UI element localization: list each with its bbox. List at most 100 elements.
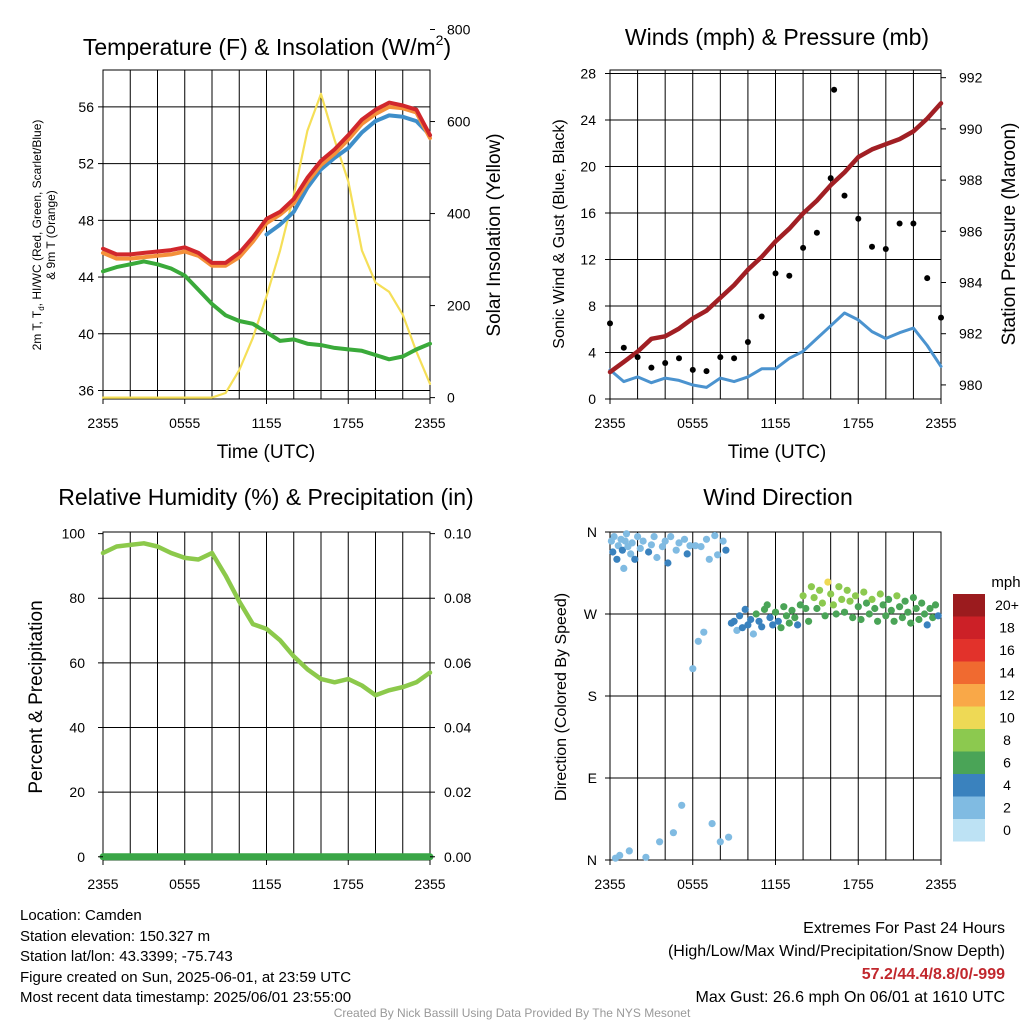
wdir-x-tick-label: 0555: [677, 876, 708, 892]
legend-label: 4: [1003, 777, 1011, 793]
temp-y2-tick-label: 800: [447, 22, 471, 38]
wind-direction-point: [653, 553, 661, 562]
wind-y-tick-label: 28: [580, 65, 596, 81]
gust-point: [676, 355, 682, 362]
wind-direction-point: [926, 604, 934, 613]
rh-y2-tick-label: 0.08: [444, 590, 471, 606]
wind-direction-point: [785, 619, 793, 627]
temp-x-tick-label: 2355: [87, 415, 118, 431]
wind-title: Winds (mph) & Pressure (mb): [625, 24, 929, 50]
wind-direction-point: [865, 610, 873, 618]
temp-x-tick-label: 1755: [333, 415, 364, 431]
wdir-legend: 20+ 18 16 14 12 10 8 6 4 2 0: [953, 594, 1019, 842]
wdir-x-tick-label: 2355: [594, 876, 625, 892]
wdir-legend-title: mph: [991, 574, 1020, 591]
gust-point: [607, 320, 613, 327]
wind-direction-point: [835, 583, 843, 591]
wdir-ticks: N E S W N 2355 0555 1155 1755 2355: [584, 524, 957, 892]
gust-point: [910, 220, 917, 227]
wind-direction-point: [686, 542, 694, 550]
wind-y2-tick-label: 982: [959, 326, 983, 342]
temperature-line: [101, 100, 432, 265]
rh-panel: Relative Humidity (%) & Precipitation (i…: [26, 484, 474, 892]
gust-point: [744, 339, 751, 345]
wind-direction-point: [636, 544, 644, 553]
wind-direction-point: [705, 555, 713, 563]
wind-direction-point: [920, 610, 929, 618]
wind-direction-point: [647, 541, 656, 549]
rh-y2-tick-label: 0.00: [444, 849, 471, 865]
legend-swatch: [953, 819, 985, 842]
wind-direction-point: [846, 597, 854, 605]
temp-y-tick-label: 44: [78, 269, 94, 285]
wind-direction-point: [771, 608, 780, 616]
created-text: Figure created on Sun, 2025-06-01, at 23…: [20, 968, 352, 986]
rh-y-axis-label: Percent & Precipitation: [26, 600, 47, 793]
wdir-x-tick-label: 1155: [760, 876, 790, 892]
wind-y-tick-label: 12: [580, 251, 596, 267]
wind-direction-point: [794, 621, 802, 629]
gust-point: [717, 354, 724, 361]
wind-direction-point: [876, 590, 884, 598]
wind-direction-point: [627, 550, 635, 558]
wind-direction-point: [618, 546, 627, 554]
wind-direction-point: [714, 551, 722, 559]
wind-series: [607, 86, 944, 389]
rh-x-tick-label: 2355: [87, 876, 118, 892]
wind-direction-point: [639, 537, 647, 545]
wind-direction-point: [810, 594, 818, 602]
legend-label: 2: [1003, 800, 1011, 816]
gust-point: [938, 314, 944, 321]
temp-y2-tick-label: 600: [447, 114, 471, 130]
gust-point: [924, 275, 931, 282]
wind-direction-point: [747, 615, 755, 624]
max-gust-point: [831, 86, 838, 93]
wind-direction-point: [716, 838, 724, 846]
legend-swatch: [953, 751, 985, 774]
wdir-y-tick-label: E: [588, 770, 597, 786]
legend-label: 14: [999, 665, 1015, 681]
legend-label: 10: [999, 710, 1015, 726]
wind-direction-point: [621, 537, 629, 545]
rh-y-tick-label: 60: [69, 655, 85, 671]
legend-swatch: [953, 661, 985, 684]
wind-direction-point: [854, 603, 862, 611]
wind-direction-point: [625, 847, 633, 855]
wdir-panel: Wind Direction N E S W N 2355 0555 1155 1755 2355…: [553, 484, 1021, 892]
wind-direction-point: [874, 617, 882, 625]
wind-direction-point: [620, 564, 628, 573]
legend-swatch: [953, 639, 985, 662]
temp-y-tick-label: 40: [78, 326, 94, 342]
wind-direction-point: [885, 595, 893, 604]
wind-direction-point: [909, 594, 918, 602]
wind-direction-point: [744, 621, 752, 629]
gust-point: [703, 368, 710, 375]
wind-direction-point: [758, 623, 766, 631]
legend-label: 8: [1003, 732, 1011, 748]
wdir-y-tick-label: W: [584, 606, 598, 622]
wind-direction-point: [807, 583, 816, 591]
wind-x-tick-label: 1155: [760, 415, 790, 431]
wind-grid: [610, 70, 941, 400]
wind-direction-point: [700, 628, 708, 636]
wind-direction-point: [769, 621, 777, 629]
wind-direction-point: [868, 595, 876, 604]
wind-direction-point: [849, 614, 857, 622]
temp-y-tick-label: 56: [78, 99, 94, 115]
wind-direction-point: [645, 548, 653, 556]
station-info: Location: Camden Station elevation: 150.…: [20, 906, 351, 1009]
wind-direction-point: [799, 592, 807, 600]
wind-direction-point: [691, 542, 700, 550]
wind-direction-point: [661, 537, 669, 545]
wind-y-tick-label: 4: [588, 344, 596, 360]
wind-x-tick-label: 2355: [594, 415, 625, 431]
wind-direction-point: [702, 535, 711, 543]
temp-x-tick-label: 0555: [169, 415, 200, 431]
temp-y-axis-label: 2m T, Td, HI/WC (Red, Green, Scarlet/Blu…: [30, 120, 58, 351]
wind-direction-point: [774, 617, 782, 625]
wind-x-tick-label: 1755: [843, 415, 874, 431]
wind-direction-point: [609, 548, 617, 556]
wind-direction-point: [667, 533, 675, 541]
legend-label: 12: [999, 687, 1015, 703]
recent-text: Most recent data timestamp: 2025/06/01 2…: [20, 989, 352, 1006]
